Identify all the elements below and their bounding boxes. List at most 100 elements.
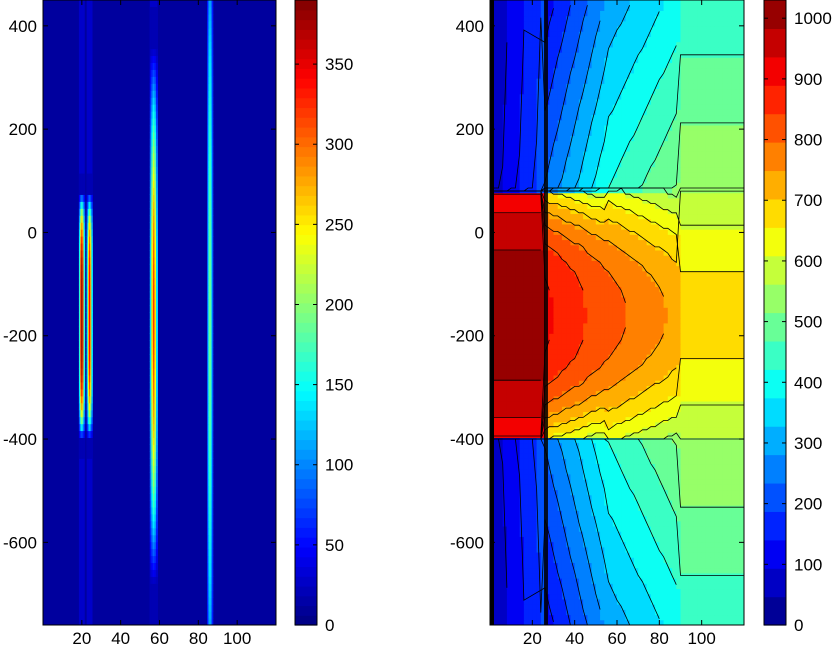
contour-cell <box>515 354 521 360</box>
contour-cell <box>612 484 618 491</box>
contour-cell <box>663 583 669 590</box>
contour-cell <box>540 609 546 616</box>
contour-cell <box>515 427 521 433</box>
contour-cell <box>557 557 563 563</box>
heatmap-cell <box>78 416 81 425</box>
contour-cell <box>502 578 508 584</box>
contour-cell <box>523 484 529 491</box>
contour-cell <box>608 546 614 553</box>
contour-cell <box>515 364 521 371</box>
contour-cell <box>557 598 563 605</box>
contour-cell <box>557 411 563 418</box>
contour-cell <box>532 427 538 433</box>
contour-cell <box>511 380 516 386</box>
contour-cell <box>536 375 542 381</box>
contour-cell <box>515 604 521 610</box>
contour-cell <box>528 546 533 553</box>
contour-cell <box>561 494 567 501</box>
contour-cell <box>735 354 741 360</box>
left-colorbar-gradient <box>295 0 317 626</box>
heatmap-cell <box>91 368 93 376</box>
contour-cell <box>578 562 584 569</box>
heatmap-cell <box>152 506 155 515</box>
heatmap-cell <box>149 13 152 22</box>
contour-cell <box>591 552 597 558</box>
contour-cell <box>731 567 737 574</box>
contour-cell <box>523 510 529 517</box>
heatmap-cell <box>149 270 152 279</box>
heatmap-cell <box>89 319 91 327</box>
contour-cell <box>676 453 681 459</box>
colorbar-step <box>295 498 317 509</box>
contour-cell <box>633 489 639 496</box>
contour-cell <box>650 526 656 532</box>
contour-cell <box>578 536 584 543</box>
contour-cell <box>625 593 631 600</box>
colorbar-step <box>295 48 317 60</box>
colorbar-step <box>295 19 317 30</box>
contour-cell <box>735 380 741 386</box>
contour-cell <box>591 520 597 527</box>
contour-cell <box>536 567 542 574</box>
contour-cell <box>511 411 516 418</box>
contour-cell <box>688 406 694 412</box>
contour-cell <box>710 406 715 412</box>
heatmap-cell <box>78 437 81 445</box>
contour-cell <box>528 364 533 371</box>
heatmap-cell <box>154 41 157 50</box>
heatmap-cell <box>210 263 213 272</box>
heatmap-cell <box>208 569 210 577</box>
contour-cell <box>718 505 724 511</box>
heatmap-cell <box>151 229 154 237</box>
heatmap-cell <box>210 354 213 362</box>
contour-cell <box>494 317 499 324</box>
contour-cell <box>511 567 516 574</box>
contour-cell <box>574 364 580 371</box>
contour-cell <box>600 338 605 345</box>
contour-cell <box>714 583 720 590</box>
heatmap-cell <box>210 104 213 112</box>
contour-cell <box>494 463 499 470</box>
contour-cell <box>536 463 542 470</box>
contour-cell <box>688 333 694 340</box>
contour-cell <box>680 369 686 376</box>
contour-cell <box>583 609 588 616</box>
heatmap-cell <box>151 375 154 383</box>
contour-cell <box>722 385 728 392</box>
heatmap-cell <box>151 55 154 63</box>
contour-cell <box>688 614 694 621</box>
contour-cell <box>587 520 593 527</box>
contour-cell <box>617 505 622 511</box>
heatmap-cell <box>156 83 158 91</box>
heatmap-cell <box>82 347 84 355</box>
contour-cell <box>722 380 728 386</box>
contour-cell <box>583 598 588 605</box>
contour-cell <box>604 343 610 350</box>
heatmap-cell <box>207 55 209 63</box>
heatmap-cell <box>210 125 213 133</box>
contour-cell <box>718 583 724 590</box>
contour-cell <box>633 546 639 553</box>
contour-cell <box>583 322 588 329</box>
contour-cell <box>655 593 660 600</box>
contour-cell <box>655 473 660 480</box>
contour-cell <box>515 385 521 392</box>
contour-cell <box>532 583 538 590</box>
contour-cell <box>642 437 648 444</box>
contour-cell <box>663 520 669 527</box>
heatmap-cell <box>211 520 214 529</box>
contour-cell <box>557 479 563 485</box>
contour-cell <box>506 473 512 480</box>
contour-cell <box>532 479 538 485</box>
contour-cell <box>710 526 715 532</box>
contour-cell <box>722 369 728 376</box>
heatmap-cell <box>211 277 214 286</box>
contour-cell <box>578 494 584 501</box>
heatmap-cell <box>87 402 90 411</box>
contour-cell <box>578 421 584 428</box>
contour-cell <box>617 583 622 590</box>
contour-cell <box>617 390 622 397</box>
contour-cell <box>667 411 673 418</box>
heatmap-cell <box>149 263 152 272</box>
contour-cell <box>511 593 516 600</box>
